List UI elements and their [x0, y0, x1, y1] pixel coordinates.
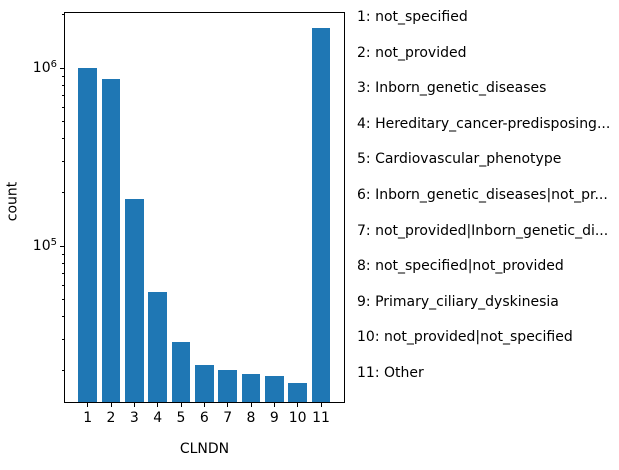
legend-item-5: 5: Cardiovascular_phenotype: [357, 151, 562, 168]
y-minor-tick: [61, 338, 64, 340]
x-tick-label-2: 2: [106, 410, 116, 426]
x-tick-8: [250, 403, 252, 407]
x-tick-label-11: 11: [312, 410, 330, 426]
y-axis-label: count: [4, 181, 21, 222]
y-minor-tick: [61, 316, 64, 318]
y-tick-label-10e6: 106: [32, 59, 57, 77]
legend-item-8: 8: not_specified|not_provided: [357, 258, 564, 275]
y-minor-tick: [61, 285, 64, 287]
x-tick-7: [227, 403, 229, 407]
bar-category-11: [311, 28, 331, 402]
x-tick-10: [297, 403, 299, 407]
y-minor-tick: [61, 191, 64, 193]
legend-item-7: 7: not_provided|Inborn_genetic_di...: [357, 222, 609, 239]
x-tick-label-7: 7: [223, 410, 233, 426]
y-major-tick-10e5: [60, 245, 64, 247]
x-tick-label-10: 10: [288, 410, 307, 426]
x-tick-9: [273, 403, 275, 407]
bar-category-6: [195, 364, 214, 402]
y-minor-tick: [61, 299, 64, 301]
x-axis-label: CLNDN: [179, 441, 230, 457]
legend-item-1: 1: not_specified: [357, 9, 468, 25]
legend-item-3: 3: Inborn_genetic_diseases: [357, 80, 547, 97]
y-minor-tick: [61, 160, 64, 162]
y-minor-tick: [61, 121, 64, 123]
legend-item-6: 6: Inborn_genetic_diseases|not_pr...: [357, 187, 608, 203]
legend-item-4: 4: Hereditary_cancer-predisposing...: [357, 115, 611, 132]
y-minor-tick: [61, 95, 64, 97]
legend-item-11: 11: Other: [357, 365, 424, 381]
y-minor-tick: [61, 138, 64, 140]
x-tick-5: [180, 403, 182, 407]
y-minor-tick: [61, 253, 64, 255]
x-tick-label-4: 4: [153, 410, 163, 426]
bar-category-5: [171, 341, 191, 402]
bar-category-9: [264, 376, 284, 402]
bar-category-2: [101, 78, 121, 402]
bar-category-8: [241, 374, 261, 402]
x-tick-11: [320, 403, 322, 407]
legend-item-10: 10: not_provided|not_specified: [357, 329, 573, 346]
y-minor-tick: [61, 262, 64, 264]
y-minor-tick: [61, 75, 64, 77]
plot-area: [64, 12, 345, 403]
x-tick-label-9: 9: [269, 410, 279, 426]
legend: 1: not_specified 2: not_provided 3: Inborn…: [357, 0, 619, 470]
bar-category-1: [78, 68, 98, 402]
y-minor-tick: [61, 107, 64, 109]
bar-category-4: [148, 292, 168, 402]
x-tick-label-6: 6: [199, 410, 209, 426]
bar-category-3: [125, 198, 144, 402]
x-tick-label-3: 3: [129, 410, 139, 426]
y-major-tick-10e6: [60, 67, 64, 69]
y-minor-tick: [61, 84, 64, 86]
y-minor-tick: [61, 369, 64, 371]
y-minor-tick: [61, 273, 64, 275]
bar-category-10: [288, 383, 307, 402]
legend-item-9: 9: Primary_ciliary_dyskinesia: [357, 293, 559, 310]
bar-category-7: [218, 370, 238, 402]
x-tick-4: [157, 403, 159, 407]
x-tick-label-5: 5: [176, 410, 186, 426]
x-tick-1: [87, 403, 89, 407]
x-tick-label-1: 1: [83, 410, 93, 426]
y-minor-tick: [61, 14, 64, 16]
x-tick-2: [110, 403, 112, 407]
x-tick-3: [133, 403, 135, 407]
x-tick-6: [203, 403, 205, 407]
x-tick-label-8: 8: [246, 410, 256, 426]
legend-item-2: 2: not_provided: [357, 44, 467, 61]
y-tick-label-10e5: 105: [32, 237, 57, 255]
